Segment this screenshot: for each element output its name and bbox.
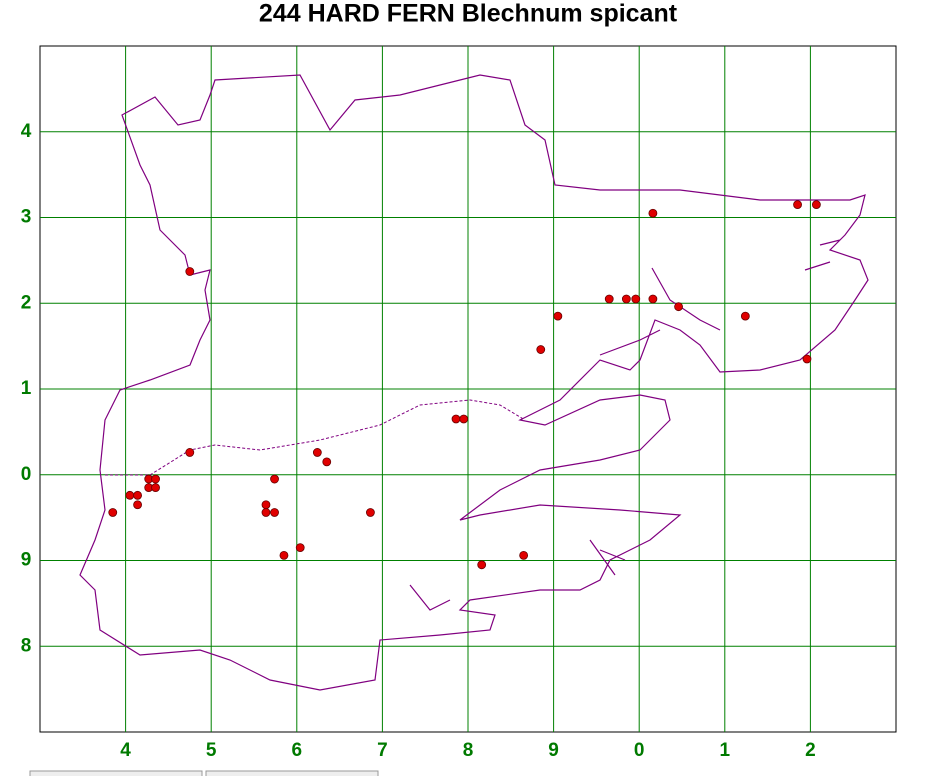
x-tick-label: 4 — [120, 740, 131, 761]
record-dot — [312, 448, 322, 457]
record-dot — [108, 508, 118, 517]
y-tick-label: 2 — [21, 292, 32, 313]
record-dot — [793, 200, 802, 210]
record-dot — [648, 294, 658, 304]
record-dot — [295, 543, 305, 553]
records — [108, 200, 821, 570]
coastline — [79, 74, 869, 691]
record-dot — [279, 550, 289, 560]
record-dot — [459, 414, 469, 424]
record-dot — [185, 267, 195, 276]
record-dot — [151, 483, 160, 493]
record-dot — [802, 354, 812, 364]
status-box — [29, 770, 203, 776]
y-tick-label: 3 — [21, 207, 32, 228]
record-dot — [322, 457, 332, 467]
x-tick-label: 2 — [805, 740, 816, 761]
y-tick-label: 0 — [21, 464, 32, 485]
record-dot — [477, 560, 487, 570]
record-dot — [270, 474, 279, 484]
record-dot — [536, 345, 546, 354]
status-box — [205, 770, 379, 776]
record-dot — [185, 448, 195, 457]
x-tick-label: 6 — [292, 740, 303, 761]
record-dot — [811, 200, 821, 210]
y-tick-label: 8 — [21, 635, 32, 656]
record-dot — [740, 311, 750, 321]
record-dot — [133, 490, 142, 500]
record-dot — [270, 508, 279, 517]
x-tick-label: 7 — [377, 740, 388, 761]
x-tick-label: 9 — [548, 740, 559, 761]
record-dot — [648, 208, 658, 218]
record-dot — [451, 414, 461, 424]
record-dot — [261, 500, 271, 510]
y-tick-label: 1 — [21, 378, 32, 399]
record-dot — [261, 508, 271, 517]
y-tick-label: 9 — [21, 550, 32, 571]
y-tick-label: 4 — [21, 121, 32, 142]
x-tick-label: 0 — [634, 740, 645, 761]
map-title: 244 HARD FERN Blechnum spicant — [259, 0, 678, 28]
record-dot — [125, 490, 135, 500]
record-dot — [151, 474, 160, 484]
record-dot — [519, 550, 529, 560]
record-dot — [621, 294, 631, 304]
x-tick-label: 5 — [206, 740, 217, 761]
record-dot — [631, 294, 641, 304]
x-tick-label: 8 — [463, 740, 474, 761]
record-dot — [604, 294, 614, 304]
grid — [40, 46, 896, 732]
county-boundary — [105, 399, 526, 476]
record-dot — [366, 508, 375, 517]
record-dot — [133, 500, 142, 510]
record-dot — [553, 311, 563, 321]
record-dot — [674, 302, 683, 312]
x-tick-label: 1 — [720, 740, 731, 761]
